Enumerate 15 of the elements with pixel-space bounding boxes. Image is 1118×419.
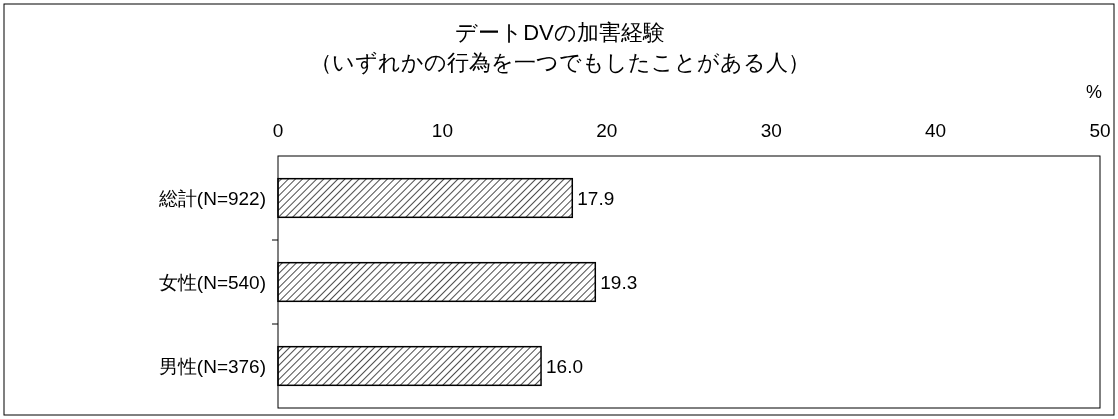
x-tick-label: 10 <box>431 120 453 141</box>
x-axis-title: % <box>1085 82 1103 102</box>
x-tick-label: 0 <box>272 120 284 141</box>
chart-subtitle: （いずれかの行為を一つでもしたことがある人） <box>310 50 810 75</box>
x-tick-label: 50 <box>1089 120 1111 141</box>
y-tick-label: 女性(N=540) <box>158 272 266 293</box>
data-label: 16.0 <box>546 356 584 377</box>
x-tick-label: 30 <box>760 120 782 141</box>
y-tick-label: 総計(N=922) <box>157 188 266 209</box>
data-label: 19.3 <box>600 272 638 293</box>
x-tick-label: 20 <box>596 120 618 141</box>
chart-title: デートDVの加害経験 <box>455 20 665 45</box>
x-tick-label: 40 <box>925 120 947 141</box>
data-label: 17.9 <box>577 188 615 209</box>
y-tick-label: 男性(N=376) <box>158 356 266 377</box>
